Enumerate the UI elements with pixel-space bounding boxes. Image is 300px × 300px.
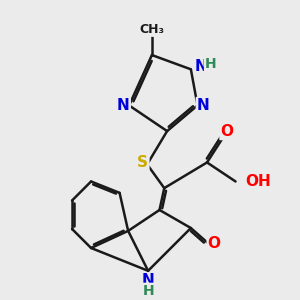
Text: N: N [194,59,207,74]
Text: H: H [142,284,154,298]
Text: N: N [142,273,154,288]
Text: OH: OH [245,174,271,189]
Text: N: N [197,98,210,113]
Text: N: N [117,98,130,113]
Text: CH₃: CH₃ [140,23,164,36]
Text: H: H [205,57,217,70]
Text: O: O [208,236,221,251]
Text: S: S [137,155,148,170]
Text: O: O [220,124,233,139]
